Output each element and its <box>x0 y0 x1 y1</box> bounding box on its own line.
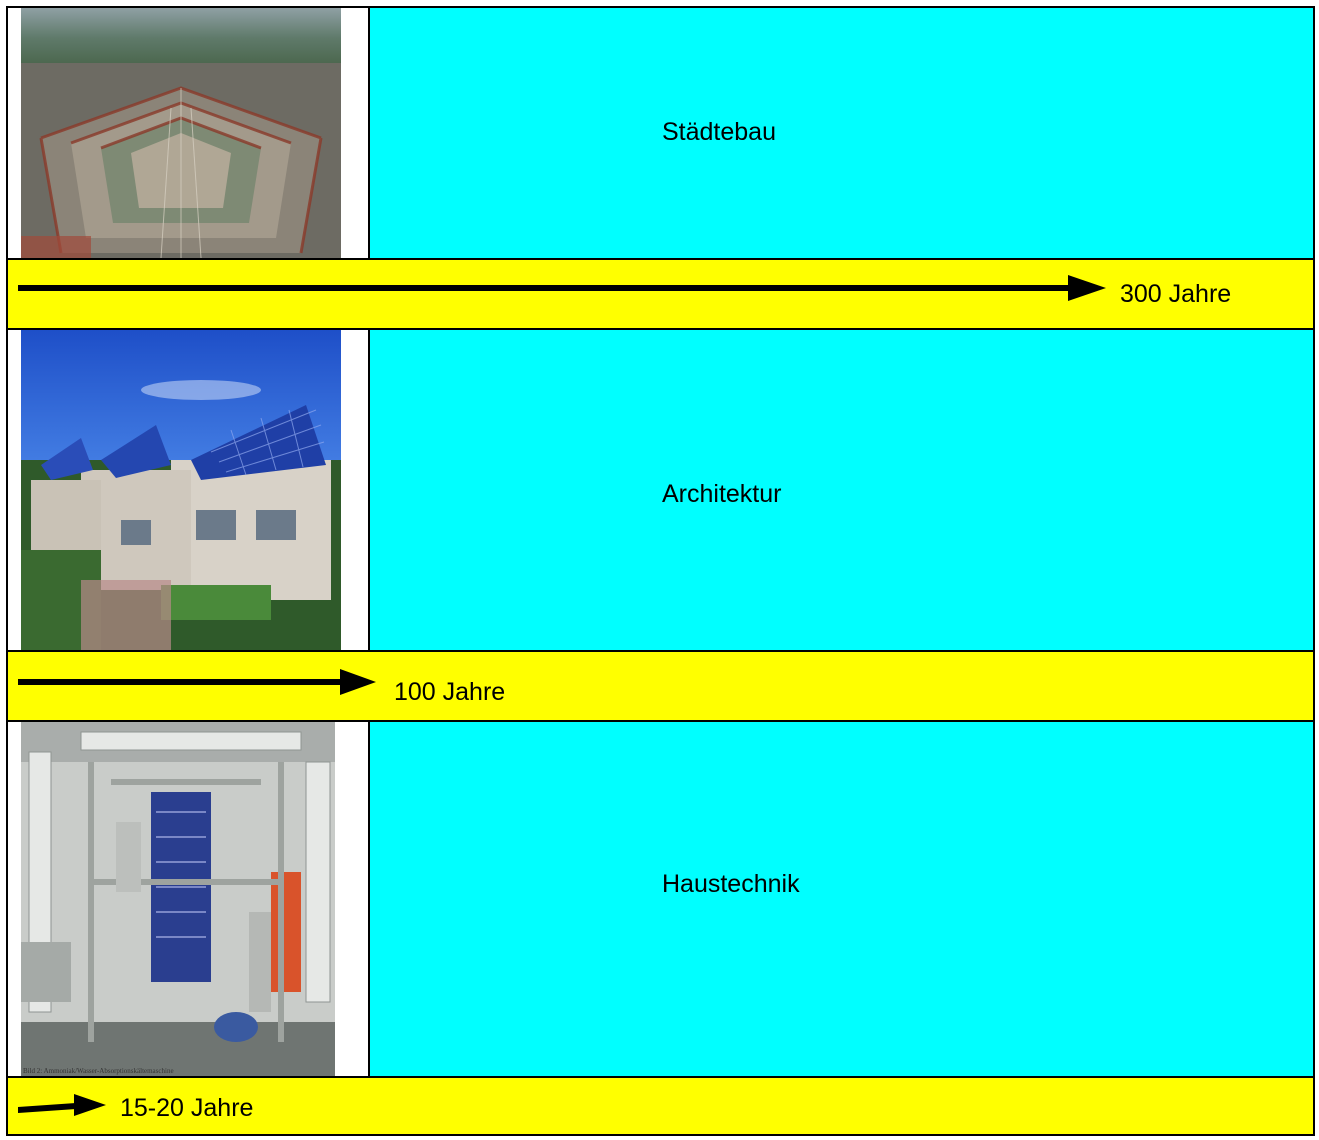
section-staedtebau: Städtebau <box>8 8 1313 258</box>
building-services-plant-photo: Bild 2: Ammoniak/Wasser-Absorptionskälte… <box>21 722 335 1076</box>
section-label: Architektur <box>662 480 782 508</box>
section-haustechnik: Bild 2: Ammoniak/Wasser-Absorptionskälte… <box>8 722 1313 1076</box>
duration-label: 100 Jahre <box>394 678 506 706</box>
section-label: Haustechnik <box>662 870 800 898</box>
section-label: Städtebau <box>662 118 776 146</box>
long-arrow-icon <box>18 275 1106 301</box>
section-architektur: Architektur <box>8 330 1313 650</box>
photo-cell <box>8 330 370 650</box>
duration-bar-15-20: 15-20 Jahre <box>8 1076 1313 1134</box>
photo-caption: Bild 2: Ammoniak/Wasser-Absorptionskälte… <box>23 1067 174 1075</box>
photo-cell <box>8 8 370 258</box>
medium-arrow-icon <box>18 669 376 695</box>
duration-label: 15-20 Jahre <box>120 1094 254 1122</box>
duration-bar-100: 100 Jahre <box>8 650 1313 722</box>
photo-cell: Bild 2: Ammoniak/Wasser-Absorptionskälte… <box>8 722 370 1076</box>
duration-bar-300: 300 Jahre <box>8 258 1313 330</box>
duration-label: 300 Jahre <box>1120 280 1232 308</box>
timeline-table: Städtebau 300 Jahre <box>6 6 1315 1136</box>
label-cell: Haustechnik <box>370 722 1313 1076</box>
label-cell: Städtebau <box>370 8 1313 258</box>
short-arrow-icon <box>18 1094 106 1116</box>
aerial-city-photo <box>21 8 341 258</box>
solar-houses-photo <box>21 330 341 650</box>
label-cell: Architektur <box>370 330 1313 650</box>
